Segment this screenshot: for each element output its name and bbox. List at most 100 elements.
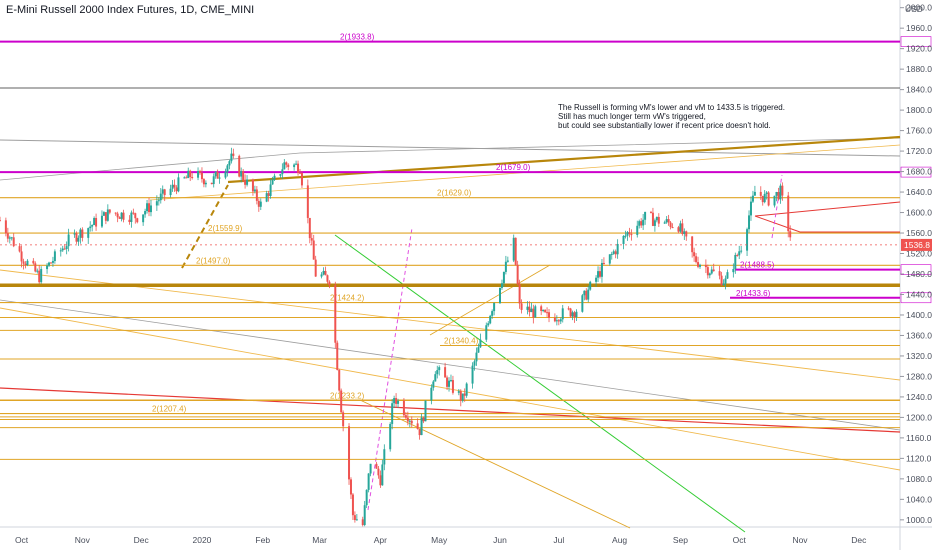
projection-dashed [367, 227, 413, 511]
candle-body [257, 200, 260, 207]
price-axis[interactable]: 1000.0 1040.0 1080.0 1120.0 1160.0 1200.0 1240… [900, 3, 932, 525]
candle-body [404, 415, 407, 418]
candle-body [246, 179, 249, 185]
candle-body [516, 264, 519, 285]
candle-body [777, 192, 780, 200]
candle-body [273, 175, 276, 180]
y-tick-label: 1320.0 [906, 351, 932, 361]
candle-body [240, 171, 243, 177]
y-tick-label: 1920.0 [906, 44, 932, 54]
candle-body [732, 269, 735, 273]
candle-body [679, 223, 682, 232]
annotation-line: Still has much longer term vW's triggere… [558, 112, 706, 121]
candle-body [763, 193, 766, 203]
candle-body [738, 251, 741, 256]
candle-body [281, 169, 284, 175]
x-tick-label: Dec [134, 535, 150, 545]
candle-body [775, 192, 778, 196]
level-label: 2(1559.9) [208, 224, 243, 233]
candle-body [87, 228, 90, 238]
candle-body [108, 209, 111, 213]
x-tick-label: Oct [15, 535, 29, 545]
y-tick-label: 1840.0 [906, 85, 932, 95]
candle-body [457, 391, 460, 393]
candle-body [636, 225, 639, 235]
candle-body [600, 262, 603, 277]
candle-body [491, 311, 494, 316]
candle-body [144, 211, 147, 215]
candle-body [310, 238, 313, 241]
candle-body [146, 203, 149, 212]
candle-body [49, 262, 52, 264]
candle-body [93, 217, 96, 226]
level-label: 2(1233.2) [330, 391, 365, 400]
trendline [0, 387, 901, 433]
candle-body [279, 174, 282, 176]
candle-body [671, 227, 674, 229]
candle-body [65, 246, 68, 249]
candle-body [73, 233, 76, 235]
level-label: 2(1679.0) [496, 163, 531, 172]
candle-body [477, 347, 480, 353]
candle-body [644, 211, 647, 220]
candle-body [187, 170, 190, 178]
trendline [0, 139, 901, 157]
candle-body [544, 309, 547, 313]
trendline [334, 234, 746, 533]
candle-body [489, 315, 492, 324]
candle-body [653, 220, 656, 226]
candle-body [504, 261, 507, 272]
candle-body [269, 184, 272, 196]
candle-body [546, 312, 549, 314]
candle-body [767, 192, 770, 206]
candle-body [122, 212, 125, 220]
candle-body [765, 192, 768, 194]
candle-body [720, 275, 723, 286]
candle-body [569, 308, 572, 317]
candle-body [46, 265, 49, 270]
candle-body [451, 380, 454, 393]
candle-body [175, 187, 178, 192]
candle-body [781, 185, 784, 196]
candle-body [749, 201, 752, 216]
candle-body [177, 177, 180, 192]
candle-body [77, 237, 80, 242]
candle-body [20, 251, 23, 262]
x-tick-label: 2020 [192, 535, 211, 545]
candle-body [514, 237, 517, 265]
y-tick-label: 1240.0 [906, 392, 932, 402]
candle-body [363, 505, 366, 526]
candle-body [681, 223, 684, 234]
time-axis[interactable]: Oct Nov Dec 2020 Feb Mar Apr May Jun Jul Aug Sep Oct… [15, 535, 867, 545]
candle-body [691, 236, 694, 253]
candle-body [740, 250, 743, 252]
candle-body [226, 165, 229, 172]
trendline [754, 215, 801, 233]
candle-body [322, 270, 325, 275]
candle-body [369, 463, 372, 474]
candle-body [244, 180, 247, 185]
candle-body [638, 221, 641, 226]
candle-body [430, 387, 433, 401]
candle-body [106, 209, 109, 221]
candle-body [651, 212, 654, 226]
annotation-note: The Russell is forming vM's lower and vM… [558, 103, 785, 130]
candle-body [420, 417, 423, 436]
y-tick-label: 1480.0 [906, 269, 932, 279]
candle-body [53, 251, 56, 261]
candle-body [295, 163, 298, 165]
candle-body [500, 283, 503, 288]
candle-body [155, 201, 158, 206]
candle-body [351, 494, 354, 516]
candle-body [630, 234, 633, 236]
x-tick-label: Nov [75, 535, 91, 545]
level-label: 2(1340.4) [444, 336, 479, 345]
candle-body [761, 195, 764, 203]
candle-body [710, 269, 713, 274]
candle-body [734, 254, 737, 270]
candle-body [342, 412, 345, 427]
candle-body [104, 212, 107, 221]
